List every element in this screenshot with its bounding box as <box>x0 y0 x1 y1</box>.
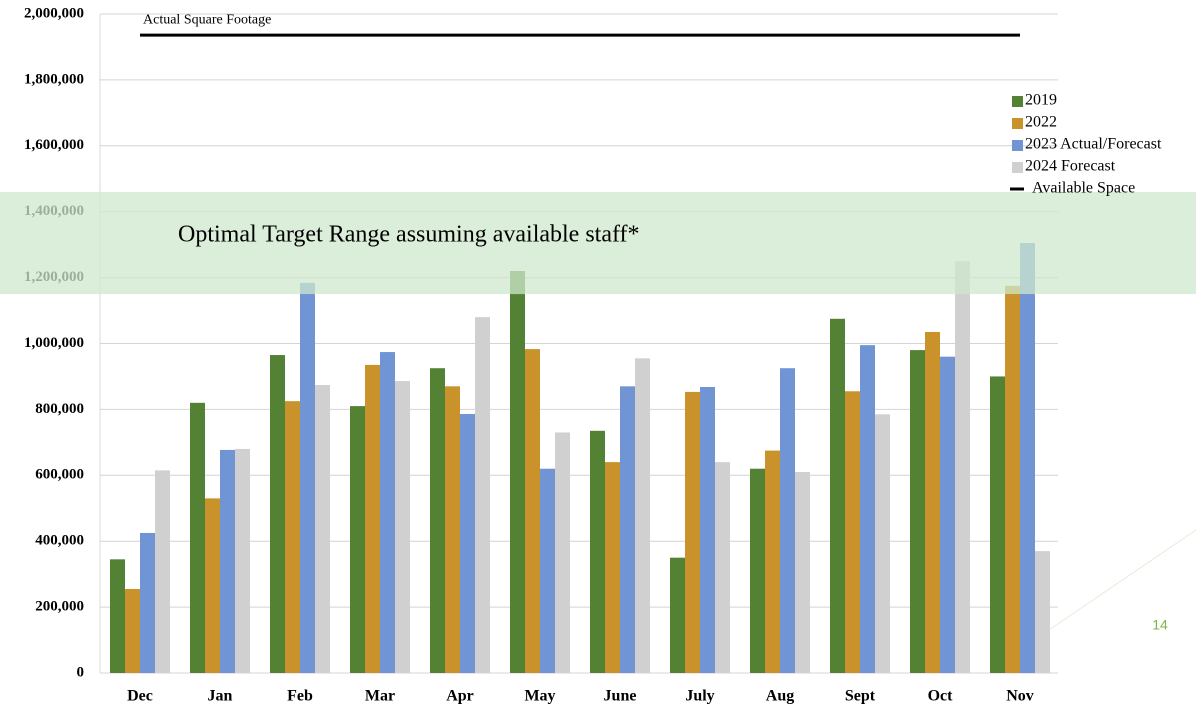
page-number: 14 <box>1152 617 1168 633</box>
x-tick-label: June <box>604 688 637 705</box>
y-tick-label: 400,000 <box>35 533 84 549</box>
bar <box>635 358 650 673</box>
x-tick-label: July <box>685 688 714 705</box>
bar <box>765 450 780 673</box>
bar <box>315 385 330 673</box>
x-tick-label: Dec <box>127 688 153 705</box>
bar <box>220 449 235 673</box>
legend-swatch <box>1012 96 1023 107</box>
bar <box>125 588 140 673</box>
legend-label: 2023 Actual/Forecast <box>1025 136 1162 153</box>
bar <box>700 386 715 673</box>
y-tick-label: 200,000 <box>35 599 84 615</box>
bar <box>445 386 460 673</box>
y-tick-label: 1,600,000 <box>24 137 84 153</box>
bar <box>430 368 445 673</box>
bar <box>1005 285 1020 673</box>
bar <box>365 364 380 673</box>
bar <box>875 414 890 673</box>
bar <box>555 432 570 673</box>
y-tick-label: 0 <box>77 664 85 680</box>
bar <box>395 381 410 673</box>
bar <box>670 557 685 673</box>
x-tick-label: Jan <box>208 688 233 705</box>
bar <box>300 282 315 673</box>
bar <box>685 391 700 673</box>
legend-swatch <box>1012 118 1023 129</box>
bar <box>285 401 300 673</box>
bar <box>910 350 925 673</box>
bar <box>590 430 605 673</box>
legend-label: 2019 <box>1025 92 1057 109</box>
bar <box>475 317 490 673</box>
x-tick-label: Feb <box>287 688 313 705</box>
bar <box>205 498 220 673</box>
bar <box>460 414 475 673</box>
legend-swatch <box>1012 162 1023 173</box>
bar <box>620 386 635 673</box>
bar <box>110 559 125 673</box>
bar <box>990 376 1005 673</box>
legend-label: 2022 <box>1025 114 1057 131</box>
bar <box>845 391 860 673</box>
target-band <box>0 191 1196 295</box>
bar <box>830 318 845 673</box>
x-tick-label: Oct <box>928 688 954 705</box>
bar <box>350 406 365 673</box>
bar <box>795 472 810 673</box>
bar <box>955 261 970 673</box>
y-tick-label: 600,000 <box>35 467 84 483</box>
bar <box>235 448 250 673</box>
x-tick-label: Sept <box>845 688 876 705</box>
bar <box>540 468 555 673</box>
bar <box>140 532 155 673</box>
bar <box>715 462 730 673</box>
bar <box>525 349 540 673</box>
bar <box>510 271 525 673</box>
legend-label: 2024 Forecast <box>1025 158 1116 175</box>
bar <box>605 462 620 673</box>
target-band-label: Optimal Target Range assuming available … <box>178 221 640 247</box>
bar <box>190 402 205 673</box>
legend-swatch <box>1012 140 1023 151</box>
reference-line-label: Actual Square Footage <box>143 12 271 27</box>
bar <box>155 470 170 673</box>
bar <box>780 368 795 673</box>
y-tick-label: 2,000,000 <box>24 5 84 21</box>
bar <box>1020 243 1035 673</box>
y-tick-label: 800,000 <box>35 401 84 417</box>
bar <box>270 355 285 673</box>
bar <box>860 345 875 673</box>
bar <box>750 468 765 673</box>
x-tick-label: Mar <box>365 688 395 705</box>
x-tick-label: Apr <box>446 688 474 705</box>
bar <box>925 331 940 673</box>
x-tick-label: May <box>524 688 555 705</box>
bar <box>380 352 395 673</box>
x-tick-label: Aug <box>766 688 794 705</box>
y-tick-label: 1,800,000 <box>24 71 84 87</box>
bar <box>940 356 955 673</box>
x-tick-label: Nov <box>1006 688 1034 705</box>
legend-label: Available Space <box>1032 180 1135 197</box>
y-tick-label: 1,000,000 <box>24 335 84 351</box>
bar <box>1035 551 1050 673</box>
